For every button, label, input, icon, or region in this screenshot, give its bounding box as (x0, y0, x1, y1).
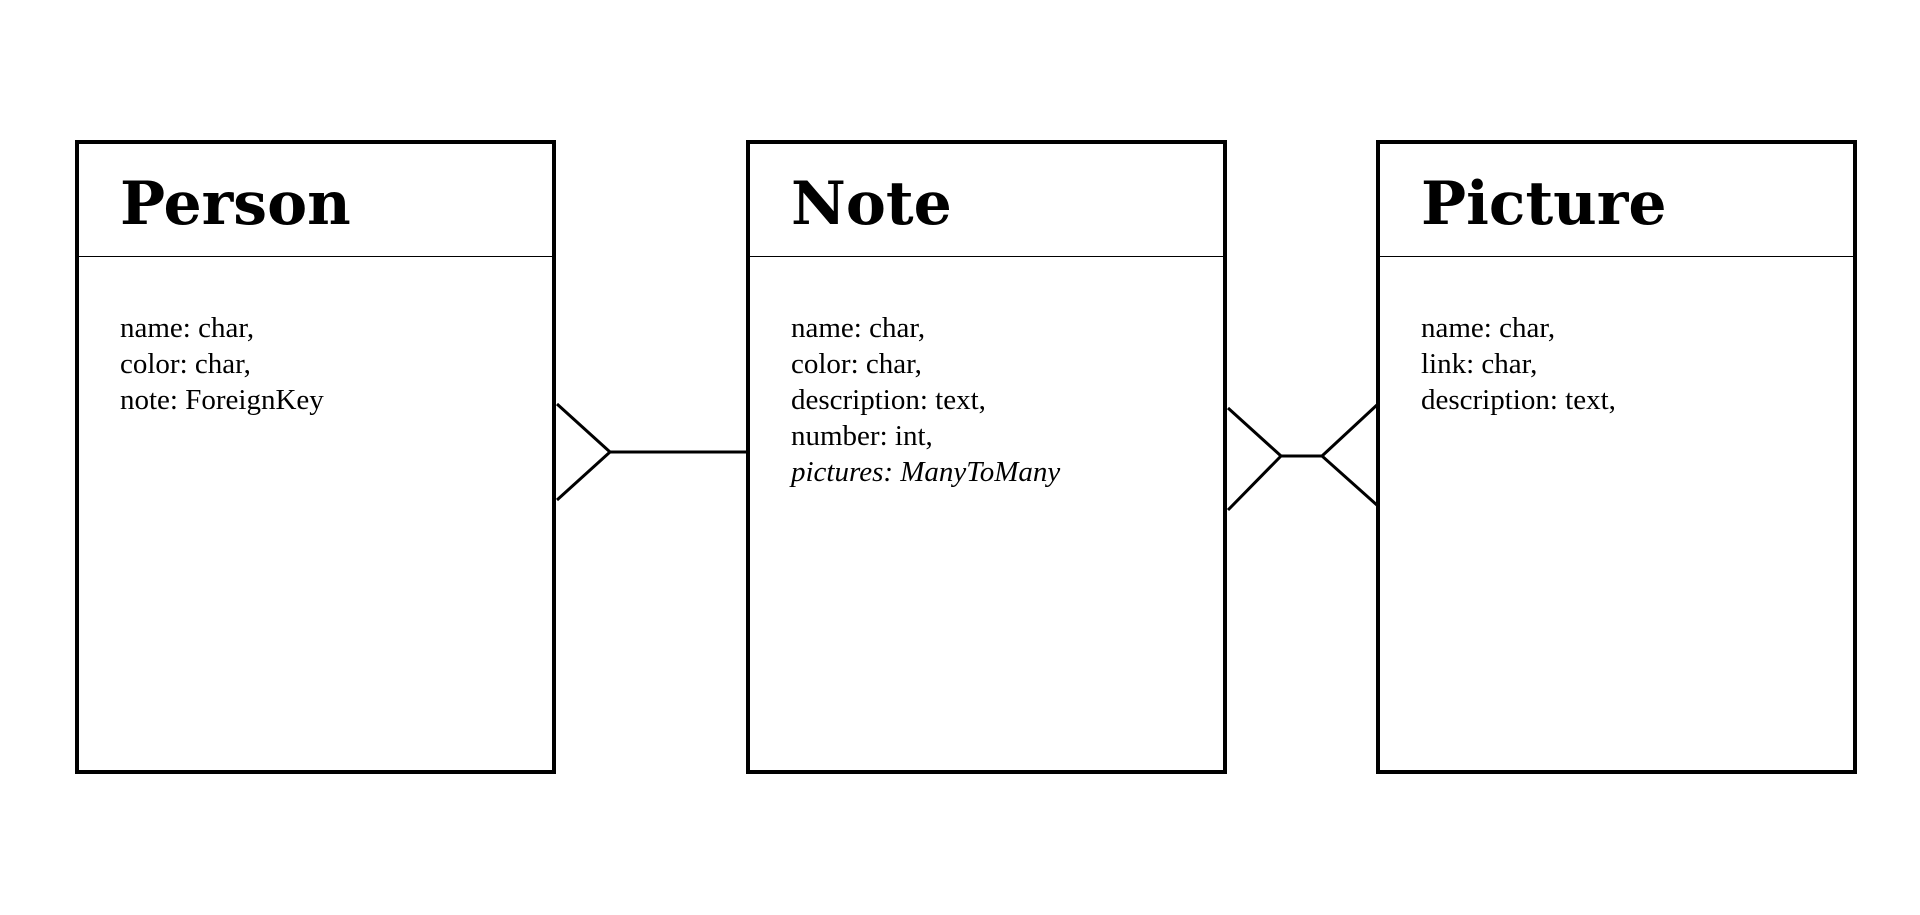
entity-header: Note (750, 144, 1223, 257)
field-item: description: text, (791, 384, 986, 416)
entity-title: Person (120, 169, 351, 239)
entity-person: Person name: char, color: char, note: Fo… (75, 140, 556, 774)
crowfoot-note-picture-left (1226, 406, 1284, 512)
crowfoot-person-note (555, 402, 613, 502)
entity-picture: Picture name: char, link: char, descript… (1376, 140, 1857, 774)
field-item: name: char, (791, 312, 926, 344)
field-list: name: char, color: char, description: te… (791, 310, 1060, 490)
entity-title: Picture (1421, 169, 1667, 239)
field-item: color: char, (791, 348, 922, 380)
field-item: name: char, (1421, 312, 1556, 344)
field-item: note: ForeignKey (120, 384, 324, 416)
field-list: name: char, link: char, description: tex… (1421, 310, 1616, 418)
entity-title: Note (791, 169, 952, 239)
field-item: number: int, (791, 420, 933, 452)
field-item: description: text, (1421, 384, 1616, 416)
entity-note: Note name: char, color: char, descriptio… (746, 140, 1227, 774)
entity-header: Person (79, 144, 552, 257)
field-list: name: char, color: char, note: ForeignKe… (120, 310, 324, 418)
field-item: name: char, (120, 312, 255, 344)
field-item: color: char, (120, 348, 251, 380)
crowfoot-note-picture-right (1319, 402, 1380, 508)
entity-header: Picture (1380, 144, 1853, 257)
field-item-relation: pictures: ManyToMany (791, 456, 1061, 488)
field-item: link: char, (1421, 348, 1538, 380)
